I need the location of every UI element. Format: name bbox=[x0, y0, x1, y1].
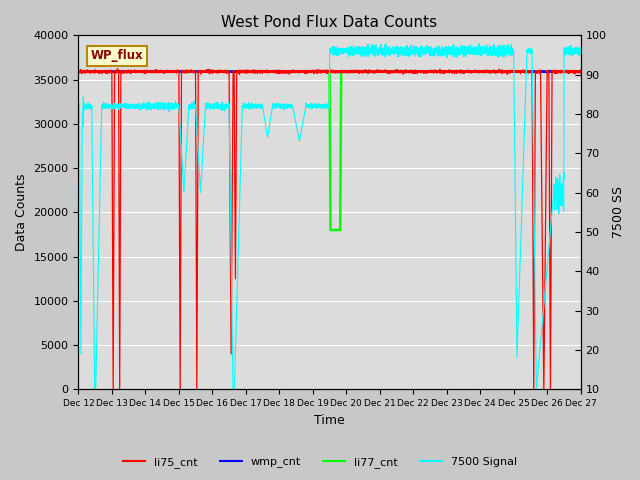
Line: wmp_cnt: wmp_cnt bbox=[79, 71, 580, 72]
wmp_cnt bbox=[545, 70, 553, 75]
li75_cnt bbox=[75, 69, 83, 75]
li77_cnt bbox=[166, 69, 173, 74]
7500 Signal bbox=[91, 386, 99, 392]
7500 Signal bbox=[475, 41, 483, 47]
li77_cnt bbox=[266, 69, 274, 74]
wmp_cnt bbox=[75, 69, 83, 74]
li77_cnt bbox=[577, 69, 584, 74]
Legend: li75_cnt, wmp_cnt, li77_cnt, 7500 Signal: li75_cnt, wmp_cnt, li77_cnt, 7500 Signal bbox=[118, 452, 522, 472]
X-axis label: Time: Time bbox=[314, 414, 345, 427]
Line: 7500 Signal: 7500 Signal bbox=[79, 44, 580, 389]
li75_cnt bbox=[401, 69, 409, 74]
Line: li75_cnt: li75_cnt bbox=[79, 69, 580, 389]
7500 Signal bbox=[266, 117, 274, 122]
li75_cnt bbox=[449, 68, 457, 74]
li77_cnt bbox=[488, 69, 495, 74]
7500 Signal bbox=[75, 100, 83, 106]
wmp_cnt bbox=[376, 69, 383, 74]
li77_cnt bbox=[449, 69, 457, 74]
wmp_cnt bbox=[577, 69, 584, 74]
li75_cnt bbox=[114, 66, 122, 72]
li77_cnt bbox=[326, 227, 334, 233]
li75_cnt bbox=[376, 68, 383, 74]
7500 Signal bbox=[449, 48, 457, 54]
wmp_cnt bbox=[401, 69, 409, 74]
li77_cnt bbox=[75, 69, 83, 74]
li75_cnt bbox=[577, 70, 584, 76]
7500 Signal bbox=[577, 48, 584, 54]
li75_cnt bbox=[166, 68, 173, 73]
7500 Signal bbox=[376, 50, 383, 56]
Y-axis label: 7500 SS: 7500 SS bbox=[612, 186, 625, 239]
wmp_cnt bbox=[374, 68, 381, 73]
wmp_cnt bbox=[166, 68, 173, 74]
wmp_cnt bbox=[266, 69, 274, 75]
Text: WP_flux: WP_flux bbox=[91, 49, 143, 62]
wmp_cnt bbox=[449, 68, 457, 74]
li75_cnt bbox=[488, 68, 495, 74]
7500 Signal bbox=[166, 102, 173, 108]
li75_cnt bbox=[109, 386, 117, 392]
li77_cnt bbox=[376, 69, 383, 74]
wmp_cnt bbox=[488, 69, 495, 74]
Y-axis label: Data Counts: Data Counts bbox=[15, 174, 28, 251]
7500 Signal bbox=[488, 49, 495, 55]
Title: West Pond Flux Data Counts: West Pond Flux Data Counts bbox=[221, 15, 438, 30]
Line: li77_cnt: li77_cnt bbox=[79, 72, 580, 230]
7500 Signal bbox=[401, 47, 409, 52]
li75_cnt bbox=[267, 68, 275, 74]
li77_cnt bbox=[401, 69, 409, 74]
